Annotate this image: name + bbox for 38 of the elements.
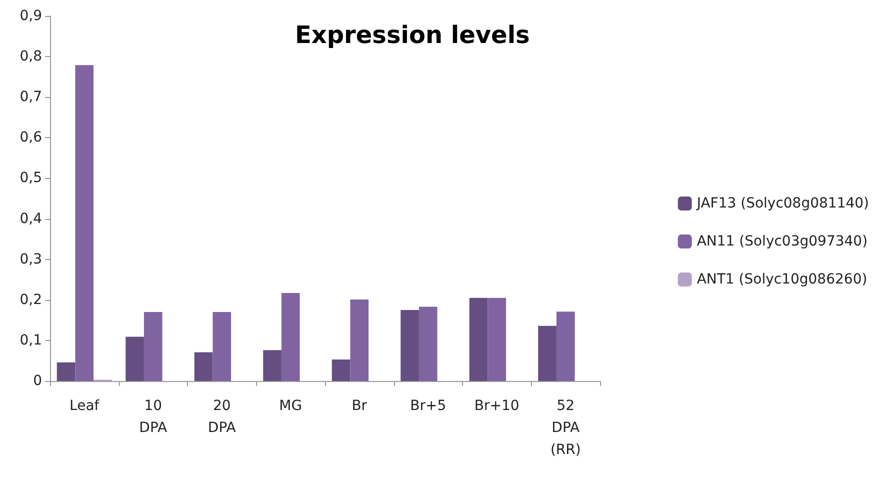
x-tick-label: 52 DPA (RR) bbox=[550, 398, 581, 458]
x-tick-label: MG bbox=[279, 398, 302, 414]
x-tick-label: Br+5 bbox=[410, 398, 446, 414]
x-tick-label: Br bbox=[352, 398, 368, 414]
y-tick-label: 0,3 bbox=[20, 251, 42, 268]
bar bbox=[556, 312, 575, 381]
bar bbox=[144, 312, 162, 381]
y-tick-label: 0,5 bbox=[20, 170, 42, 186]
legend-label: ANT1 (Solyc10g086260) bbox=[696, 272, 868, 288]
y-tick-label: 0,7 bbox=[20, 89, 42, 106]
legend-label: AN11 (Solyc03g097340) bbox=[696, 234, 868, 250]
bar bbox=[56, 362, 76, 381]
bar bbox=[538, 326, 556, 381]
bar bbox=[126, 336, 144, 381]
bar bbox=[488, 298, 506, 381]
x-tick-label: Leaf bbox=[70, 398, 100, 414]
bar bbox=[469, 298, 488, 381]
bar bbox=[332, 360, 350, 381]
x-tick-label: 10 DPA bbox=[139, 398, 168, 436]
bar bbox=[400, 310, 419, 381]
bar bbox=[350, 299, 369, 381]
x-tick-label: Br+10 bbox=[474, 398, 520, 414]
y-tick-label: 0 bbox=[33, 373, 42, 389]
bar bbox=[263, 350, 282, 381]
bar bbox=[281, 292, 300, 381]
y-tick-label: 0,1 bbox=[20, 332, 42, 348]
bar bbox=[418, 306, 438, 381]
bar bbox=[75, 65, 94, 381]
y-tick-label: 0,8 bbox=[20, 48, 42, 65]
chart-title: Expression levels bbox=[295, 21, 530, 49]
legend-label: JAF13 (Solyc08g081140) bbox=[696, 196, 869, 212]
y-tick-label: 0,6 bbox=[20, 130, 42, 146]
y-tick-label: 0,4 bbox=[20, 210, 42, 227]
bar bbox=[194, 352, 213, 381]
y-tick-label: 0,2 bbox=[20, 292, 42, 308]
y-tick-label: 0,9 bbox=[20, 8, 42, 24]
x-tick-label: 20 DPA bbox=[208, 398, 236, 436]
bar bbox=[212, 312, 232, 381]
